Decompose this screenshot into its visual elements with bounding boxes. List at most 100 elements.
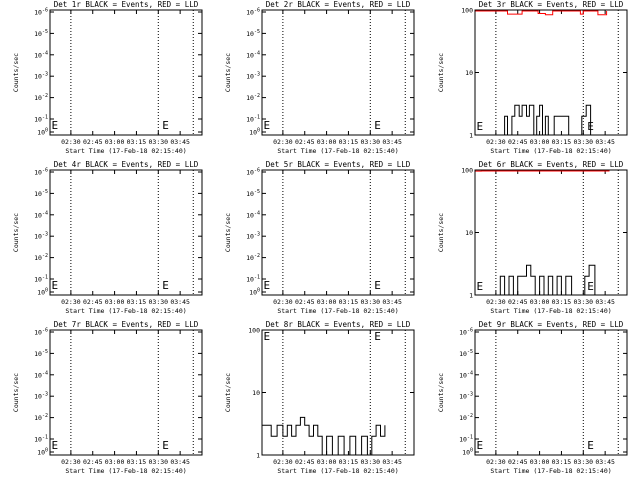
event-marker-label: E xyxy=(587,439,594,452)
x-axis-label: Start Time (17-Feb-18 02:15:40) xyxy=(277,467,398,475)
x-tick-label: 03:30 xyxy=(149,298,169,306)
y-tick-label: 10-3 xyxy=(34,232,48,241)
panel-title: Det 4r BLACK = Events, RED = LLD xyxy=(54,160,199,169)
y-tick-label: 10-4 xyxy=(34,210,48,219)
x-tick-label: 03:45 xyxy=(595,298,615,306)
plot-frame xyxy=(474,329,628,456)
detector-panel-7: Det 7r BLACK = Events, RED = LLD 02:30 02:… xyxy=(12,320,203,475)
detector-panel-3: Det 3r BLACK = Events, RED = LLD 02:30 02:… xyxy=(437,0,628,155)
x-tick-label: 02:30 xyxy=(486,458,506,466)
y-tick-label: 1 xyxy=(256,452,260,460)
y-tick-label: 10-5 xyxy=(34,349,48,358)
x-tick-label: 03:45 xyxy=(595,458,615,466)
x-tick-label: 03:30 xyxy=(574,138,594,146)
x-tick-label: 03:15 xyxy=(127,138,147,146)
event-marker-label: E xyxy=(476,280,483,293)
y-tick-label: 10-4 xyxy=(246,50,260,59)
y-tick-label: 10-1 xyxy=(34,275,48,284)
y-axis-label: Counts/sec xyxy=(224,373,232,412)
panel-title: Det 7r BLACK = Events, RED = LLD xyxy=(54,320,199,329)
y-axis-label: Counts/sec xyxy=(12,373,20,412)
y-tick-label: 10-6 xyxy=(459,328,473,337)
plot-frame xyxy=(261,9,415,136)
x-tick-label: 03:30 xyxy=(149,138,169,146)
x-tick-label: 03:45 xyxy=(382,138,402,146)
event-marker-label: E xyxy=(162,119,169,132)
x-tick-label: 03:30 xyxy=(574,298,594,306)
event-marker-label: E xyxy=(374,119,381,132)
y-tick-label: 100 xyxy=(37,128,48,137)
y-tick-label: 10-5 xyxy=(34,29,48,38)
panel-title: Det 3r BLACK = Events, RED = LLD xyxy=(479,0,624,9)
x-tick-label: 02:30 xyxy=(273,138,293,146)
y-tick-label: 100 xyxy=(249,128,260,137)
x-tick-label: 03:00 xyxy=(105,458,125,466)
events-series-line xyxy=(475,264,607,296)
x-tick-label: 03:30 xyxy=(361,298,381,306)
y-tick-label: 10-3 xyxy=(246,232,260,241)
event-marker-label: E xyxy=(587,280,594,293)
x-tick-label: 03:15 xyxy=(127,298,147,306)
x-tick-label: 03:15 xyxy=(339,138,359,146)
x-tick-label: 02:45 xyxy=(508,458,528,466)
y-tick-label: 10-4 xyxy=(34,50,48,59)
x-tick-label: 02:30 xyxy=(486,138,506,146)
y-axis-label: Counts/sec xyxy=(12,53,20,92)
y-tick-label: 100 xyxy=(462,448,473,457)
y-tick-label: 10-3 xyxy=(34,392,48,401)
x-tick-label: 03:45 xyxy=(382,458,402,466)
x-axis-label: Start Time (17-Feb-18 02:15:40) xyxy=(490,467,611,475)
x-tick-label: 02:45 xyxy=(295,138,315,146)
y-tick-label: 10-4 xyxy=(459,370,473,379)
y-tick-label: 10-1 xyxy=(34,115,48,124)
x-tick-label: 03:00 xyxy=(530,298,550,306)
plot-frame xyxy=(49,329,203,456)
plot-frame xyxy=(49,9,203,136)
panel-title: Det 5r BLACK = Events, RED = LLD xyxy=(266,160,411,169)
event-marker-label: E xyxy=(476,439,483,452)
y-tick-label: 10-6 xyxy=(34,328,48,337)
x-axis-label: Start Time (17-Feb-18 02:15:40) xyxy=(490,307,611,315)
detector-panel-5: Det 5r BLACK = Events, RED = LLD 02:30 02:… xyxy=(224,160,415,315)
y-tick-label: 10-6 xyxy=(34,8,48,17)
x-axis-label: Start Time (17-Feb-18 02:15:40) xyxy=(277,147,398,155)
y-tick-label: 10-3 xyxy=(246,72,260,81)
event-marker-label: E xyxy=(263,279,270,292)
y-tick-label: 10-1 xyxy=(246,275,260,284)
detector-panel-4: Det 4r BLACK = Events, RED = LLD 02:30 02:… xyxy=(12,160,203,315)
y-tick-label: 10-2 xyxy=(34,413,48,422)
x-tick-label: 03:30 xyxy=(574,458,594,466)
y-tick-label: 1 xyxy=(469,132,473,140)
y-tick-label: 10-2 xyxy=(459,413,473,422)
x-tick-label: 03:15 xyxy=(339,298,359,306)
x-tick-label: 03:15 xyxy=(552,458,572,466)
x-tick-label: 02:30 xyxy=(61,138,81,146)
event-marker-label: E xyxy=(587,120,594,133)
y-tick-label: 10 xyxy=(465,69,473,77)
panel-title: Det 9r BLACK = Events, RED = LLD xyxy=(479,320,624,329)
x-tick-label: 03:00 xyxy=(530,458,550,466)
plot-frame xyxy=(49,169,203,296)
y-tick-label: 10-1 xyxy=(34,435,48,444)
y-tick-label: 10-6 xyxy=(246,168,260,177)
x-tick-label: 02:30 xyxy=(273,298,293,306)
event-marker-label: E xyxy=(51,279,58,292)
plot-frame xyxy=(261,169,415,296)
x-tick-label: 03:15 xyxy=(552,298,572,306)
y-tick-label: 10-6 xyxy=(246,8,260,17)
y-tick-label: 10-2 xyxy=(246,93,260,102)
x-tick-label: 03:45 xyxy=(382,298,402,306)
y-tick-label: 100 xyxy=(249,288,260,297)
x-tick-label: 02:45 xyxy=(295,298,315,306)
x-tick-label: 02:45 xyxy=(83,298,103,306)
y-tick-label: 10 xyxy=(465,229,473,237)
y-axis-label: Counts/sec xyxy=(12,213,20,252)
x-tick-label: 03:15 xyxy=(552,138,572,146)
x-tick-label: 03:00 xyxy=(530,138,550,146)
event-marker-label: E xyxy=(51,119,58,132)
x-tick-label: 03:15 xyxy=(127,458,147,466)
y-tick-label: 10 xyxy=(252,389,260,397)
x-tick-label: 03:45 xyxy=(170,298,190,306)
events-series-line xyxy=(475,104,609,136)
x-tick-label: 03:00 xyxy=(105,138,125,146)
